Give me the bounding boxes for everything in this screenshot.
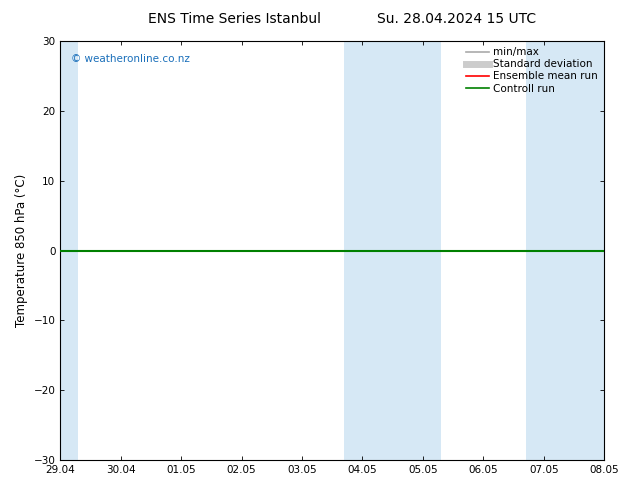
Text: Su. 28.04.2024 15 UTC: Su. 28.04.2024 15 UTC: [377, 12, 536, 26]
Text: © weatheronline.co.nz: © weatheronline.co.nz: [71, 53, 190, 64]
Y-axis label: Temperature 850 hPa (°C): Temperature 850 hPa (°C): [15, 174, 28, 327]
Legend: min/max, Standard deviation, Ensemble mean run, Controll run: min/max, Standard deviation, Ensemble me…: [462, 43, 602, 98]
Bar: [30, 41, 79, 460]
Bar: [344, 41, 441, 460]
Bar: [526, 41, 604, 460]
Text: ENS Time Series Istanbul: ENS Time Series Istanbul: [148, 12, 321, 26]
